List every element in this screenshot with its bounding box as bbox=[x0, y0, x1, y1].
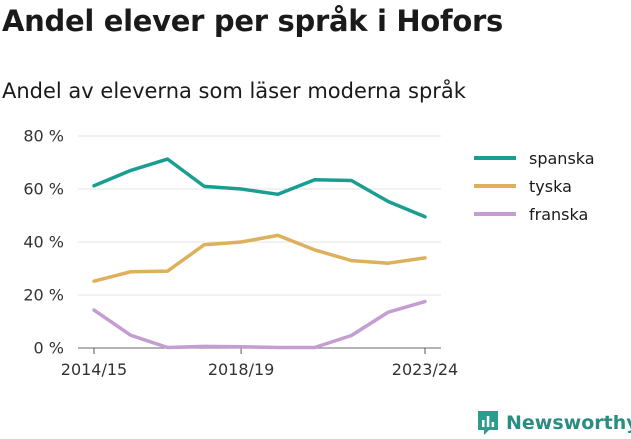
y-tick-label: 40 % bbox=[23, 233, 64, 252]
y-tick-label: 0 % bbox=[34, 339, 64, 358]
series-lines bbox=[92, 157, 427, 350]
y-tick-label: 60 % bbox=[23, 180, 64, 199]
chart-title: Andel elever per språk i Hofors bbox=[2, 4, 503, 38]
series-line-tyska bbox=[92, 233, 427, 283]
x-tick-label: 2014/15 bbox=[61, 360, 127, 379]
legend-label-franska: franska bbox=[529, 205, 588, 224]
y-tick-label: 20 % bbox=[23, 286, 64, 305]
legend: spanska tyska franska bbox=[474, 149, 595, 224]
legend-label-spanska: spanska bbox=[529, 149, 595, 168]
x-tick-label: 2023/24 bbox=[392, 360, 458, 379]
axes: 0 % 20 % 40 % 60 % 80 % 2014/15 2018/19 2023/24 bbox=[23, 127, 458, 380]
legend-label-tyska: tyska bbox=[529, 177, 572, 196]
series-line-franska bbox=[92, 299, 427, 350]
series-line-spanska bbox=[92, 157, 427, 219]
chart-subtitle: Andel av eleverna som läser moderna språ… bbox=[2, 79, 466, 103]
y-tick-label: 80 % bbox=[23, 127, 64, 146]
gridlines bbox=[78, 135, 441, 349]
newsworthy-logo-icon bbox=[478, 411, 498, 435]
brand-name: Newsworthy bbox=[506, 412, 631, 434]
brand-logo: Newsworthy bbox=[476, 408, 631, 438]
x-tick-label: 2018/19 bbox=[208, 360, 274, 379]
